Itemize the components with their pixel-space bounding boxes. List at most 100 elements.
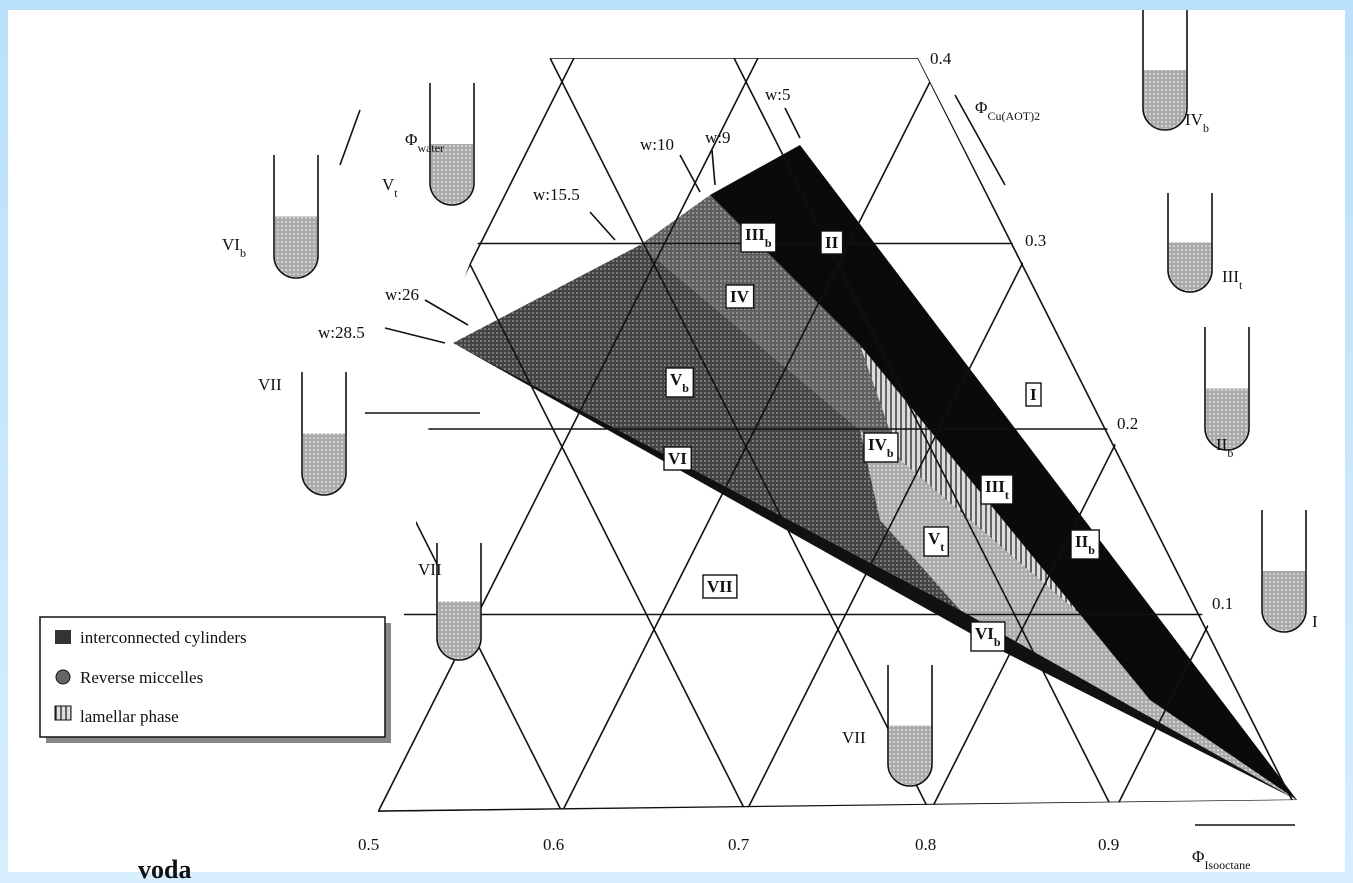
label-main: IV — [868, 435, 888, 454]
legend-label: interconnected cylinders — [80, 628, 247, 647]
label-sub: water — [417, 141, 444, 155]
region-label: I — [1030, 385, 1037, 404]
right-tick-label: 0.2 — [1117, 414, 1138, 433]
region-fill — [710, 145, 1297, 800]
label-main: IV — [1185, 110, 1204, 129]
tube-content — [1144, 70, 1186, 129]
label-main: VII — [842, 728, 866, 747]
label-main: Φ — [1192, 847, 1204, 866]
w-label: w:28.5 — [318, 323, 365, 342]
label-sub: b — [682, 381, 689, 395]
axis-label: ΦCu(AOT)2 — [975, 98, 1040, 123]
label-main: VI — [975, 624, 994, 643]
arrow — [679, 154, 701, 193]
label-main: VII — [707, 577, 733, 596]
label-main: Φ — [975, 98, 987, 117]
label-main: IV — [730, 287, 750, 306]
bottom-tick-label: 0.7 — [728, 835, 750, 854]
arrow — [384, 327, 446, 344]
tube-content — [1169, 242, 1211, 291]
tube-content — [303, 433, 345, 494]
tube-label: VII — [842, 728, 866, 747]
tube-content — [275, 216, 317, 277]
arrow — [954, 94, 1006, 186]
w-label: w:15.5 — [533, 185, 580, 204]
label-sub: b — [765, 236, 772, 250]
label-main: V — [382, 175, 395, 194]
region-label: VIb — [975, 624, 1001, 649]
grid-line — [378, 58, 563, 812]
tube-label: VIb — [222, 235, 246, 260]
legend-label: Reverse miccelles — [80, 668, 203, 687]
region-box — [970, 621, 1006, 652]
label-main: VII — [258, 375, 282, 394]
label-sub: b — [1088, 543, 1095, 557]
bottom-tick-label: 0.5 — [358, 835, 379, 854]
region-label: VI — [668, 449, 687, 468]
label-main: V — [928, 529, 941, 548]
arrow — [784, 107, 801, 139]
legend-label: lamellar phase — [80, 707, 179, 726]
w-label: w:26 — [385, 285, 419, 304]
region-box — [863, 432, 899, 463]
legend-icon — [54, 705, 72, 721]
region-box — [665, 367, 694, 398]
arrows — [339, 94, 1295, 826]
legend: interconnected cylinders Reverse miccell… — [39, 616, 391, 743]
region-label: IIIb — [745, 225, 772, 250]
region-box — [663, 446, 692, 471]
grid-line — [917, 58, 1297, 812]
label-main: VI — [668, 449, 687, 468]
region-box — [1025, 382, 1042, 407]
label-sub: t — [1239, 278, 1243, 292]
label-sub: 2 — [1034, 109, 1040, 123]
label-sub: b — [240, 246, 246, 260]
tube-label: Vt — [382, 175, 398, 200]
label-main: I — [1030, 385, 1037, 404]
region-label: VII — [707, 577, 733, 596]
axis-label: ΦIsooctane — [1192, 847, 1250, 872]
grid-line — [1113, 58, 1297, 812]
right-tick-label: 0.1 — [1212, 594, 1233, 613]
tube-content — [889, 725, 931, 785]
region-label: IV — [730, 287, 750, 306]
label-sub: b — [994, 635, 1001, 649]
tube-content — [438, 601, 480, 659]
label-sub: Isooctane — [1204, 858, 1250, 872]
label-sub: t — [394, 186, 398, 200]
region-box — [725, 284, 755, 309]
tube-label: VII — [418, 560, 442, 579]
region-box — [923, 526, 949, 557]
label-main: II — [1075, 532, 1089, 551]
label-main: III — [1222, 267, 1239, 286]
label-main: III — [745, 225, 765, 244]
region-label: IIb — [1075, 532, 1095, 557]
bottom-tick-label: 0.6 — [543, 835, 564, 854]
arrow — [339, 109, 361, 166]
label-sub: b — [887, 446, 894, 460]
legend-box — [39, 616, 386, 738]
label-main: II — [825, 233, 839, 252]
label-sub: Cu(AOT) — [987, 109, 1034, 123]
w-label: w:9 — [705, 128, 731, 147]
label-main: III — [985, 477, 1005, 496]
bottom-tick-label: 0.8 — [915, 835, 936, 854]
w-label: w:10 — [640, 135, 674, 154]
label-sub: t — [1005, 488, 1009, 502]
tube-content — [431, 144, 473, 204]
region-label: Vb — [670, 370, 689, 395]
grid-line — [549, 58, 931, 812]
region-box — [740, 222, 777, 253]
grid-line — [561, 58, 943, 812]
arrow — [424, 299, 469, 326]
region-box — [702, 574, 738, 599]
tube-content — [1263, 571, 1305, 631]
caption: voda — [138, 855, 191, 883]
region-box — [1070, 529, 1100, 560]
region-box — [980, 474, 1014, 505]
label-main: V — [670, 370, 683, 389]
grid-line — [733, 58, 1115, 812]
tube-label: IIb — [1216, 435, 1233, 460]
